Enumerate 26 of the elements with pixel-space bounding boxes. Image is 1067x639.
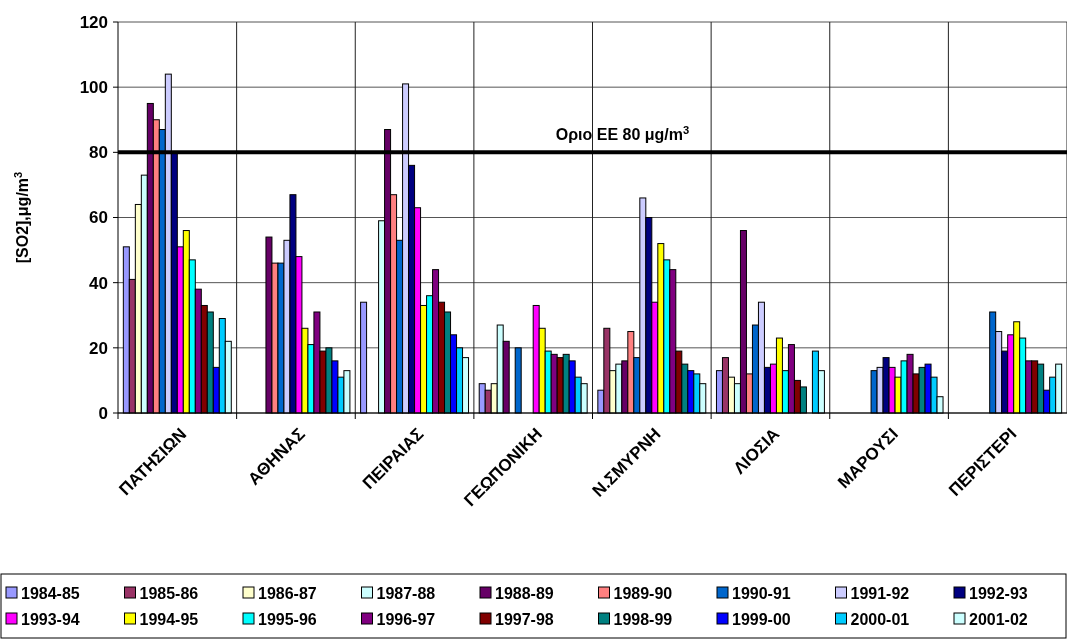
legend-label: 1986-87 xyxy=(258,584,317,602)
ref-line-label: Οριο ΕΕ 80 μg/m$^{3}$ xyxy=(555,124,690,144)
y-tick-label: 120 xyxy=(79,12,108,32)
legend-label: 2001-02 xyxy=(969,610,1028,628)
y-tick-label: 20 xyxy=(89,338,108,358)
y-tick-label: 60 xyxy=(89,208,108,228)
y-tick-label: 100 xyxy=(79,78,108,98)
legend-label: 1990-91 xyxy=(732,584,791,602)
legend-label: 1991-92 xyxy=(850,584,910,602)
legend-label: 2000-01 xyxy=(850,610,910,628)
legend-label: 1996-97 xyxy=(376,610,436,628)
legend-label: 1989-90 xyxy=(613,584,673,602)
legend-label: 1997-98 xyxy=(495,610,554,628)
y-tick-label: 80 xyxy=(89,143,108,163)
legend-label: 1995-96 xyxy=(258,610,317,628)
legend-label: 1987-88 xyxy=(376,584,436,602)
legend-label: 1993-94 xyxy=(21,610,80,628)
legend-label: 1994-95 xyxy=(139,610,199,628)
legend-label: 1992-93 xyxy=(969,584,1028,602)
y-tick-label: 40 xyxy=(89,273,108,293)
legend-label: 1984-85 xyxy=(21,584,80,602)
legend-label: 1998-99 xyxy=(613,610,673,628)
legend-label: 1999-00 xyxy=(732,610,791,628)
legend-label: 1988-89 xyxy=(495,584,554,602)
y-tick-label: 0 xyxy=(98,403,108,423)
legend-label: 1985-86 xyxy=(139,584,199,602)
